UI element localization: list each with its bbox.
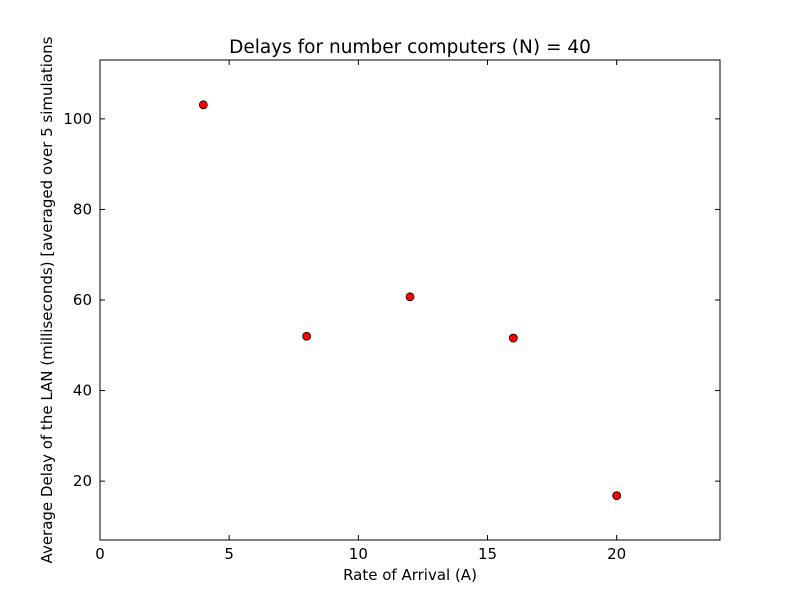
x-tick-label: 0	[95, 545, 105, 563]
y-axis-label: Average Delay of the LAN (milliseconds) …	[38, 36, 56, 563]
data-point	[302, 331, 312, 341]
data-point	[508, 333, 518, 343]
points-layer	[198, 100, 622, 501]
data-point	[198, 100, 208, 110]
plot-frame	[99, 59, 721, 541]
data-point	[405, 292, 415, 302]
x-tick-label: 10	[349, 545, 368, 563]
ticks-layer: 0 5 10 15 20 20 40 60 80 100	[63, 60, 720, 563]
y-tick-label: 100	[63, 110, 92, 128]
x-axis-label: Rate of Arrival (A)	[343, 566, 477, 584]
chart-title: Delays for number computers (N) = 40	[229, 37, 591, 58]
x-tick-label: 20	[607, 545, 626, 563]
x-tick-label: 5	[224, 545, 234, 563]
y-tick-label: 60	[73, 291, 92, 309]
data-point	[612, 491, 622, 501]
x-tick-label: 15	[478, 545, 497, 563]
y-tick-label: 80	[73, 200, 92, 218]
y-tick-label: 40	[73, 382, 92, 400]
y-tick-label: 20	[73, 472, 92, 490]
